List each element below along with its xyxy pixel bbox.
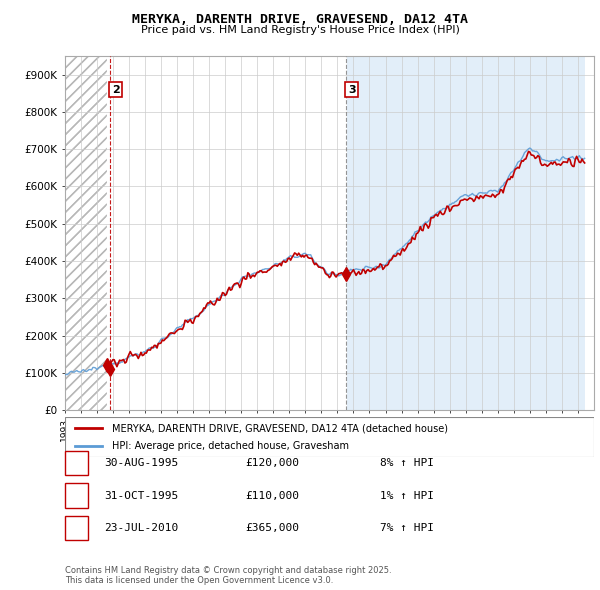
- Text: 2: 2: [73, 491, 80, 500]
- Text: MERYKA, DARENTH DRIVE, GRAVESEND, DA12 4TA (detached house): MERYKA, DARENTH DRIVE, GRAVESEND, DA12 4…: [112, 424, 448, 434]
- Text: 23-JUL-2010: 23-JUL-2010: [104, 523, 178, 533]
- Text: £120,000: £120,000: [245, 458, 299, 468]
- Text: Contains HM Land Registry data © Crown copyright and database right 2025.
This d: Contains HM Land Registry data © Crown c…: [65, 566, 391, 585]
- Text: 1% ↑ HPI: 1% ↑ HPI: [380, 491, 434, 500]
- Text: 31-OCT-1995: 31-OCT-1995: [104, 491, 178, 500]
- Text: £365,000: £365,000: [245, 523, 299, 533]
- Text: 7% ↑ HPI: 7% ↑ HPI: [380, 523, 434, 533]
- Text: 30-AUG-1995: 30-AUG-1995: [104, 458, 178, 468]
- Text: Price paid vs. HM Land Registry's House Price Index (HPI): Price paid vs. HM Land Registry's House …: [140, 25, 460, 35]
- Text: 3: 3: [73, 523, 80, 533]
- Text: 2: 2: [112, 84, 119, 94]
- Text: MERYKA, DARENTH DRIVE, GRAVESEND, DA12 4TA: MERYKA, DARENTH DRIVE, GRAVESEND, DA12 4…: [132, 13, 468, 26]
- Text: 8% ↑ HPI: 8% ↑ HPI: [380, 458, 434, 468]
- Text: 3: 3: [348, 84, 355, 94]
- Text: 1: 1: [73, 458, 80, 468]
- Text: HPI: Average price, detached house, Gravesham: HPI: Average price, detached house, Grav…: [112, 441, 349, 451]
- Text: £110,000: £110,000: [245, 491, 299, 500]
